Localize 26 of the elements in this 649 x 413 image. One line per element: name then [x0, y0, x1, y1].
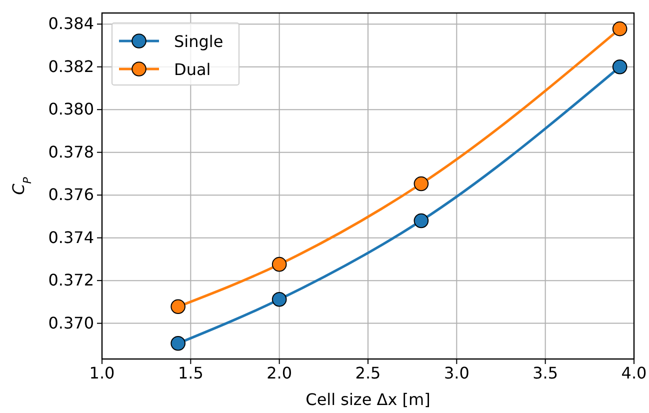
point: [272, 292, 287, 307]
y-tick-label: 0.384: [48, 14, 94, 34]
x-tick-label: 3.5: [532, 363, 558, 382]
point: [612, 21, 628, 36]
x-tick-label: 4.0: [621, 363, 647, 382]
y-tick-label: 0.378: [48, 142, 94, 162]
y-tick-label: 0.370: [48, 313, 94, 332]
point: [414, 213, 429, 228]
y-tick-label: 0.376: [48, 185, 94, 204]
y-tick-label: 0.380: [48, 100, 94, 119]
legend-label: Dual: [174, 60, 211, 79]
point: [272, 256, 287, 272]
x-tick-label: 3.0: [444, 363, 470, 382]
y-tick-label: 0.374: [48, 228, 94, 247]
x-tick-label: 1.0: [89, 363, 115, 382]
legend-label: Single: [174, 32, 224, 51]
x-tick-label: 2.5: [355, 363, 381, 382]
point: [170, 299, 186, 314]
x-axis-title: Cell size Δx [m]: [306, 390, 430, 409]
y-tick-label: 0.372: [48, 270, 94, 290]
point: [414, 176, 429, 192]
x-tick-label: 2.0: [266, 363, 292, 382]
x-tick-label: 1.5: [178, 363, 204, 382]
point: [612, 59, 628, 74]
y-tick-label: 0.382: [48, 56, 94, 76]
point: [170, 336, 186, 351]
